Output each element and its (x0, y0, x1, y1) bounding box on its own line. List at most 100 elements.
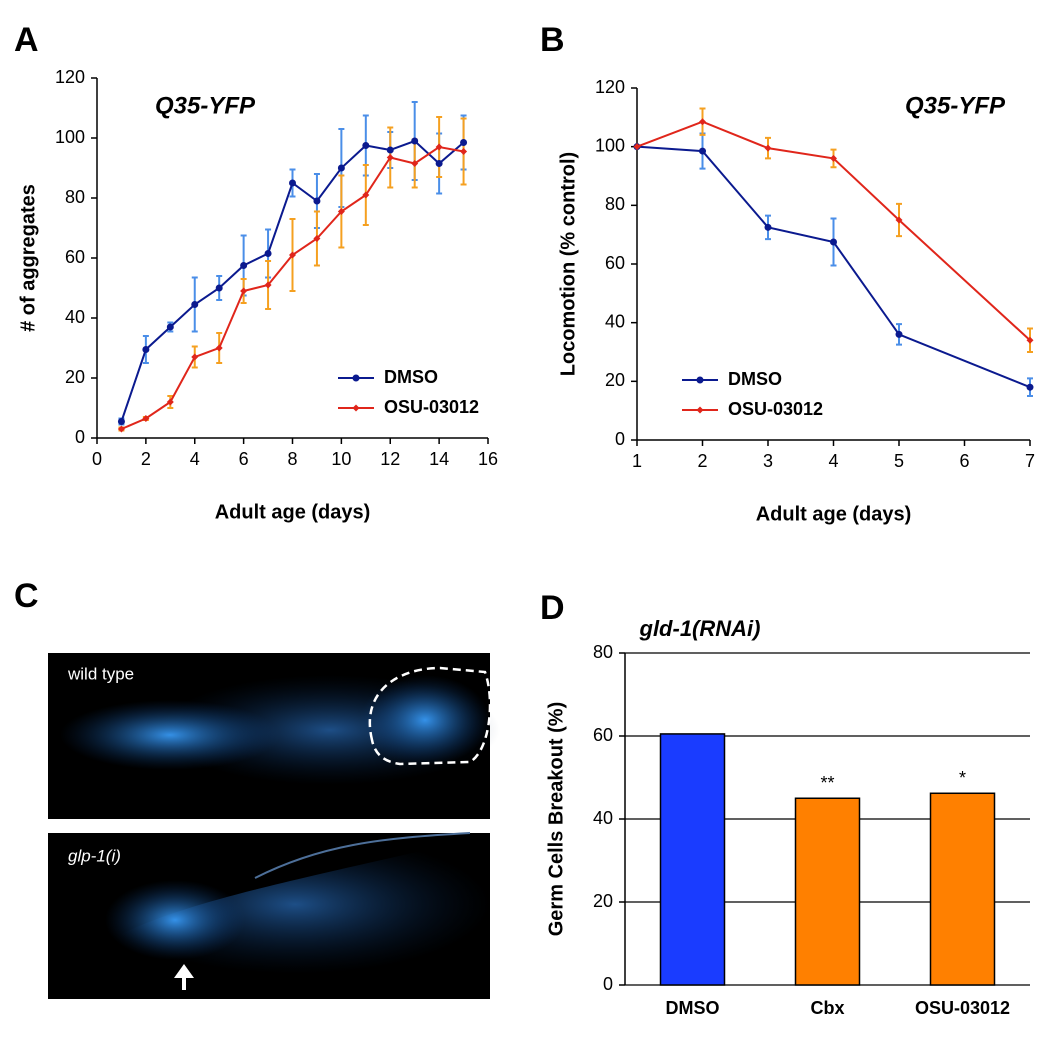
x-tick-label: 6 (239, 449, 249, 469)
y-tick-label: 0 (75, 427, 85, 447)
panel-label: A (14, 21, 39, 59)
marker (142, 346, 150, 353)
y-tick-label: 100 (595, 135, 625, 155)
marker (289, 179, 296, 187)
y-axis-label: # of aggregates (17, 184, 39, 332)
y-axis-label: Locomotion (% control) (557, 152, 579, 376)
significance: * (959, 768, 966, 788)
x-tick-label: Cbx (810, 998, 844, 1018)
marker (337, 208, 345, 215)
marker (699, 118, 706, 126)
x-tick-label: 7 (1025, 451, 1035, 471)
image-label: glp-1(i) (68, 846, 121, 865)
significance: ** (820, 773, 834, 793)
x-tick-label: 2 (141, 449, 151, 469)
image-panel: C wild type glp-1(i) (14, 577, 500, 999)
x-tick-label: 2 (697, 451, 707, 471)
y-tick-label: 60 (605, 253, 625, 273)
tissue (105, 880, 245, 960)
marker (142, 415, 150, 422)
marker (215, 284, 223, 292)
x-tick-label: 1 (632, 451, 642, 471)
marker (1026, 336, 1034, 344)
arrow (174, 964, 194, 990)
x-tick-label: OSU-03012 (915, 998, 1010, 1018)
marker (386, 154, 394, 161)
image-label: wild type (67, 664, 134, 683)
x-tick-label: 4 (828, 451, 838, 471)
chart-title: Q35-YFP (905, 92, 1006, 119)
marker (895, 330, 903, 338)
x-tick-label: 6 (959, 451, 969, 471)
panel-label: D (540, 589, 565, 627)
marker (240, 287, 248, 295)
y-tick-label: 80 (605, 194, 625, 214)
marker (117, 418, 125, 425)
tissue (360, 675, 490, 765)
marker (460, 139, 468, 146)
marker (313, 197, 321, 205)
marker (435, 160, 443, 167)
marker (435, 143, 443, 151)
marker (337, 164, 345, 172)
marker (215, 344, 223, 352)
y-tick-label: 0 (615, 429, 625, 449)
marker (264, 281, 272, 289)
cuticle (254, 832, 471, 879)
marker (895, 216, 903, 224)
x-tick-label: 0 (92, 449, 102, 469)
y-tick-label: 120 (55, 67, 85, 87)
marker (830, 238, 837, 246)
marker (166, 323, 174, 331)
y-tick-label: 60 (593, 725, 613, 745)
legend-label: DMSO (728, 369, 782, 389)
legend-marker (696, 406, 704, 414)
marker (460, 148, 468, 155)
y-tick-label: 40 (605, 311, 625, 331)
x-tick-label: 3 (763, 451, 773, 471)
y-tick-label: 0 (603, 974, 613, 994)
legend-label: OSU-03012 (728, 399, 823, 419)
x-tick-label: 16 (478, 449, 498, 469)
x-tick-label: 8 (287, 449, 297, 469)
y-tick-label: 80 (65, 187, 85, 207)
marker (313, 235, 321, 242)
panel-label: B (540, 21, 565, 59)
x-axis-label: Adult age (days) (215, 501, 371, 523)
y-axis-label: Germ Cells Breakout (%) (545, 702, 567, 937)
bar (929, 792, 996, 986)
marker (191, 353, 199, 361)
outline (368, 666, 492, 766)
marker (633, 143, 641, 151)
y-tick-label: 40 (593, 808, 613, 828)
marker (362, 142, 370, 149)
x-tick-label: DMSO (666, 998, 720, 1018)
legend-marker (696, 376, 704, 384)
bar (659, 733, 726, 986)
chart-title: gld-1(RNAi) (639, 616, 761, 641)
x-tick-label: 4 (190, 449, 200, 469)
legend-marker (352, 374, 360, 382)
series-line (636, 120, 1031, 342)
legend-marker (352, 404, 360, 412)
x-axis-label: Adult age (days) (756, 503, 912, 525)
marker (1026, 383, 1034, 391)
marker (166, 398, 174, 406)
series-line (636, 145, 1031, 389)
x-tick-label: 12 (380, 449, 400, 469)
x-tick-label: 10 (331, 449, 351, 469)
bar (794, 797, 861, 986)
marker (699, 147, 706, 155)
y-tick-label: 100 (55, 127, 85, 147)
marker (386, 146, 394, 154)
marker (411, 137, 419, 145)
marker (289, 251, 296, 259)
marker (264, 250, 272, 257)
panel-label: C (14, 577, 39, 615)
y-tick-label: 20 (593, 891, 613, 911)
y-tick-label: 20 (65, 367, 85, 387)
legend-label: DMSO (384, 367, 438, 387)
y-tick-label: 40 (65, 307, 85, 327)
marker (764, 223, 772, 231)
marker (191, 301, 199, 308)
